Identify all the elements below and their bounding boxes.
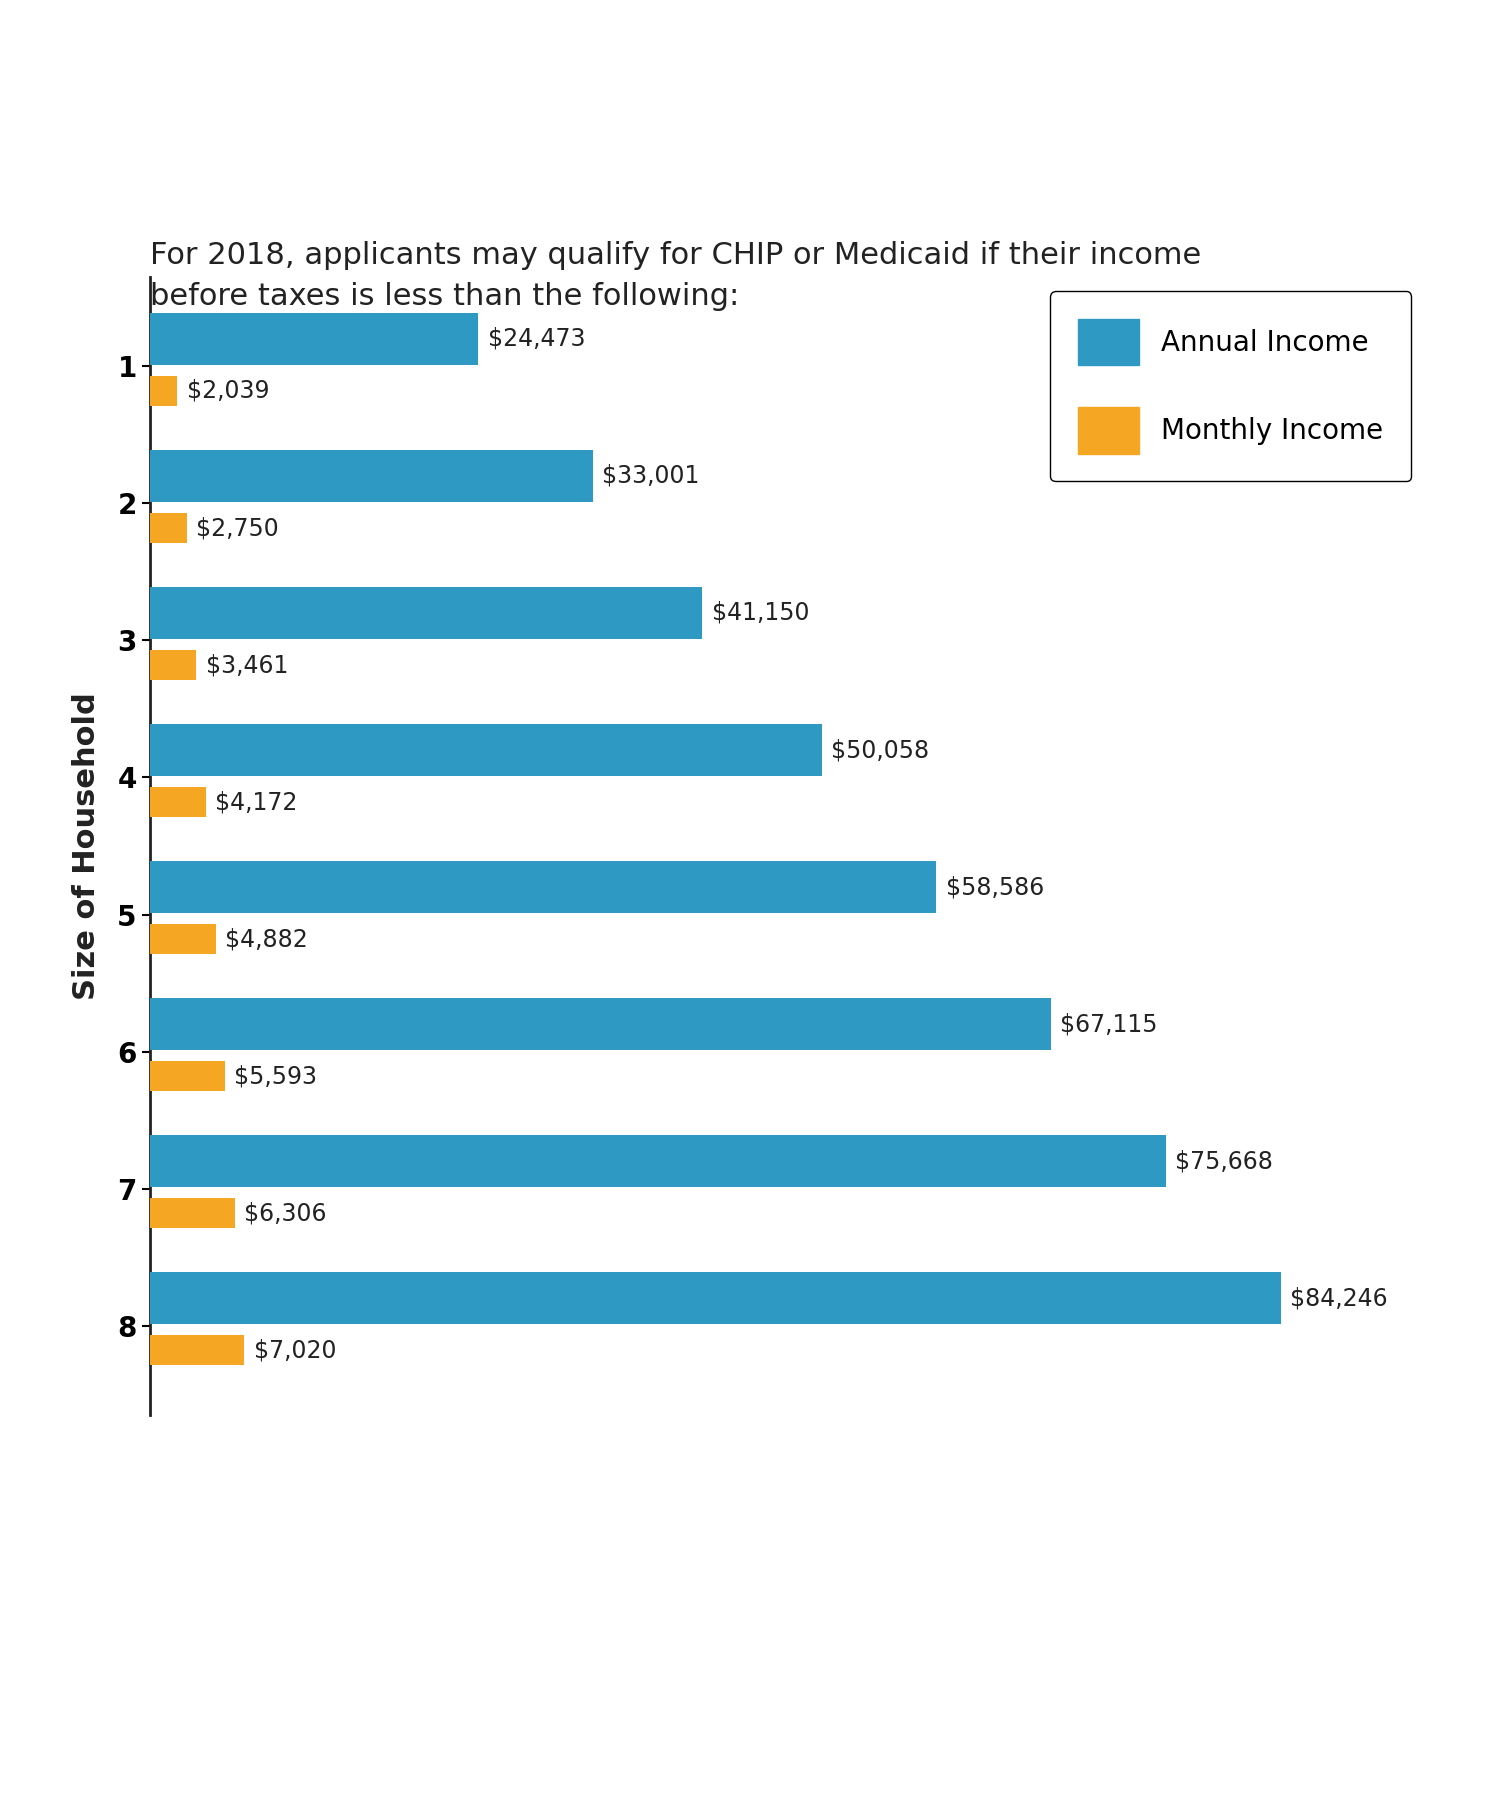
Y-axis label: Size of Household: Size of Household <box>72 693 100 999</box>
Text: Texas Medicaid Income Guidelines: Texas Medicaid Income Guidelines <box>45 45 1438 115</box>
Text: $58,586: $58,586 <box>945 875 1044 900</box>
Bar <box>150 1199 234 1228</box>
Bar <box>150 923 216 954</box>
Text: $6,306: $6,306 <box>244 1201 327 1226</box>
Bar <box>150 376 177 407</box>
Bar <box>150 787 206 817</box>
Bar <box>150 450 592 502</box>
Text: $2,750: $2,750 <box>196 517 279 540</box>
Text: MedicarePlanFinder.cOm: MedicarePlanFinder.cOm <box>400 1676 1100 1724</box>
Text: For 2018, applicants may qualify for CHIP or Medicaid if their income
before tax: For 2018, applicants may qualify for CHI… <box>150 241 1202 311</box>
Text: $24,473: $24,473 <box>488 328 585 351</box>
Text: $41,150: $41,150 <box>711 601 809 625</box>
Legend: Annual Income, Monthly Income: Annual Income, Monthly Income <box>1050 292 1412 481</box>
Text: $33,001: $33,001 <box>603 464 699 488</box>
Text: $7,020: $7,020 <box>254 1339 336 1363</box>
Bar <box>150 313 478 365</box>
Bar <box>150 1062 225 1091</box>
Bar <box>150 999 1052 1049</box>
Bar <box>150 860 936 913</box>
Text: $4,172: $4,172 <box>216 790 298 814</box>
Text: $3,461: $3,461 <box>206 653 288 677</box>
Text: $2,039: $2,039 <box>188 380 270 403</box>
Bar <box>150 1273 1281 1325</box>
Text: $5,593: $5,593 <box>234 1064 318 1089</box>
Bar <box>150 1336 244 1366</box>
Text: $4,882: $4,882 <box>225 927 308 950</box>
Text: $84,246: $84,246 <box>1290 1287 1388 1310</box>
Text: $75,668: $75,668 <box>1174 1148 1274 1174</box>
Text: Powered by MEDICARE Health Benefits: Powered by MEDICARE Health Benefits <box>507 1748 993 1771</box>
Bar <box>150 513 188 544</box>
Bar <box>150 650 196 680</box>
Text: $67,115: $67,115 <box>1060 1012 1158 1037</box>
Bar <box>150 724 822 776</box>
Text: $50,058: $50,058 <box>831 738 930 761</box>
Bar <box>150 587 702 639</box>
Bar <box>150 1136 1166 1188</box>
